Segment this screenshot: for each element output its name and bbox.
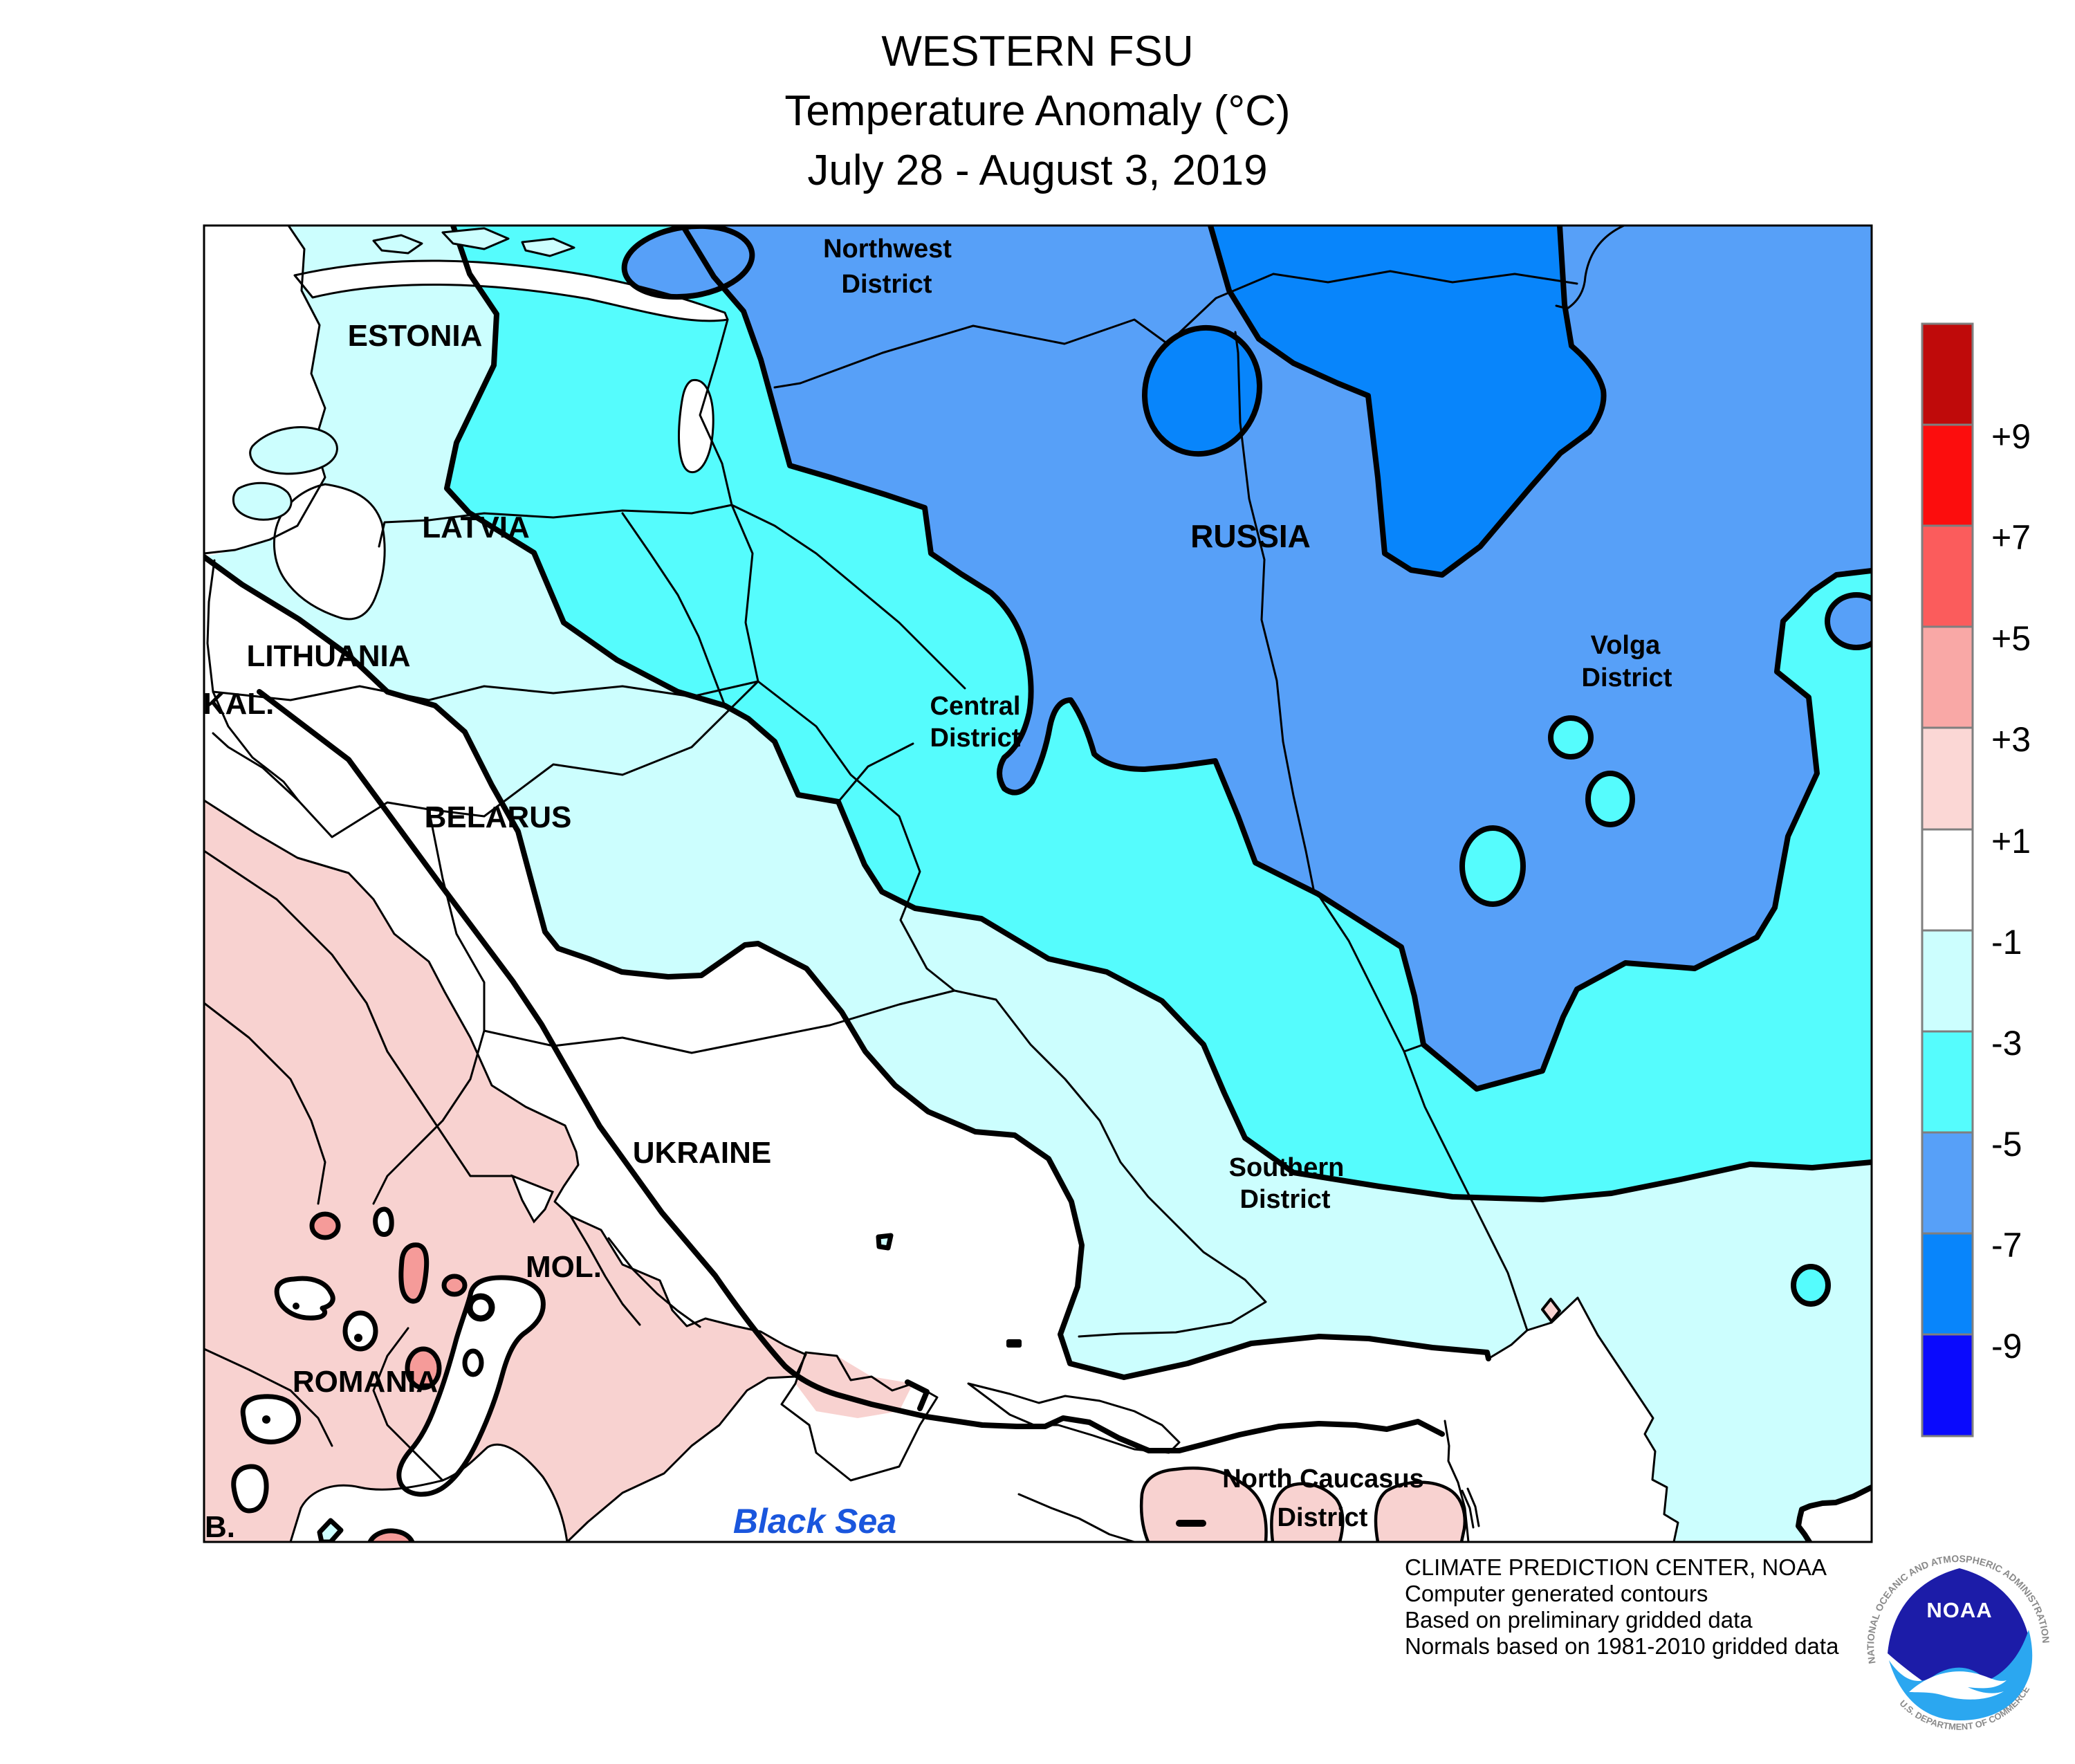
svg-text:Temperature Anomaly (°C): Temperature Anomaly (°C) [784,87,1290,135]
svg-text:+1: +1 [1991,822,2031,861]
svg-text:-7: -7 [1991,1226,2022,1265]
svg-text:District: District [842,270,932,299]
svg-text:+5: +5 [1991,619,2031,658]
svg-text:District: District [1240,1185,1331,1214]
svg-text:Northwest: Northwest [823,235,952,264]
svg-text:-1: -1 [1991,923,2022,962]
svg-text:UKRAINE: UKRAINE [633,1136,771,1170]
svg-text:District: District [1278,1503,1368,1532]
svg-text:NOAA: NOAA [1926,1598,1992,1622]
svg-text:ESTONIA: ESTONIA [348,319,483,353]
svg-text:+9: +9 [1991,417,2031,456]
svg-text:ROMANIA: ROMANIA [293,1365,438,1399]
svg-text:Computer generated contours: Computer generated contours [1405,1581,1708,1606]
svg-text:Central: Central [930,692,1021,721]
svg-text:District: District [930,724,1021,753]
svg-text:North Caucasus: North Caucasus [1222,1464,1423,1494]
svg-text:BELARUS: BELARUS [425,800,572,834]
svg-text:-5: -5 [1991,1125,2022,1164]
svg-text:LATVIA: LATVIA [422,511,530,544]
svg-text:MOL.: MOL. [526,1250,602,1284]
svg-text:WESTERN FSU: WESTERN FSU [881,28,1193,75]
svg-text:+3: +3 [1991,720,2031,759]
svg-text:Black Sea: Black Sea [733,1502,896,1541]
svg-text:B.: B. [205,1510,235,1544]
svg-text:LITHUANIA: LITHUANIA [246,639,410,673]
svg-text:RUSSIA: RUSSIA [1190,518,1311,554]
svg-text:KAL.: KAL. [203,687,275,721]
svg-text:-3: -3 [1991,1024,2022,1063]
svg-text:Southern: Southern [1229,1153,1345,1182]
svg-text:Normals based on 1981-2010 gri: Normals based on 1981-2010 gridded data [1405,1633,1839,1659]
svg-text:Volga: Volga [1591,631,1661,660]
svg-text:-9: -9 [1991,1327,2022,1366]
svg-text:July 28 - August 3, 2019: July 28 - August 3, 2019 [807,147,1267,194]
svg-text:+7: +7 [1991,518,2031,557]
svg-text:Based on preliminary gridded d: Based on preliminary gridded data [1405,1607,1753,1633]
svg-text:CLIMATE PREDICTION CENTER, NOA: CLIMATE PREDICTION CENTER, NOAA [1405,1554,1827,1580]
svg-text:District: District [1582,663,1672,692]
